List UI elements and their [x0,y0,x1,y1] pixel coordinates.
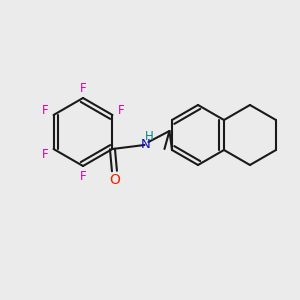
Text: F: F [80,82,86,94]
Text: F: F [42,103,48,116]
Text: F: F [80,169,86,182]
Text: F: F [118,103,124,116]
Text: H: H [145,130,154,142]
Text: O: O [109,173,120,187]
Text: F: F [42,148,48,160]
Text: N: N [141,137,150,151]
